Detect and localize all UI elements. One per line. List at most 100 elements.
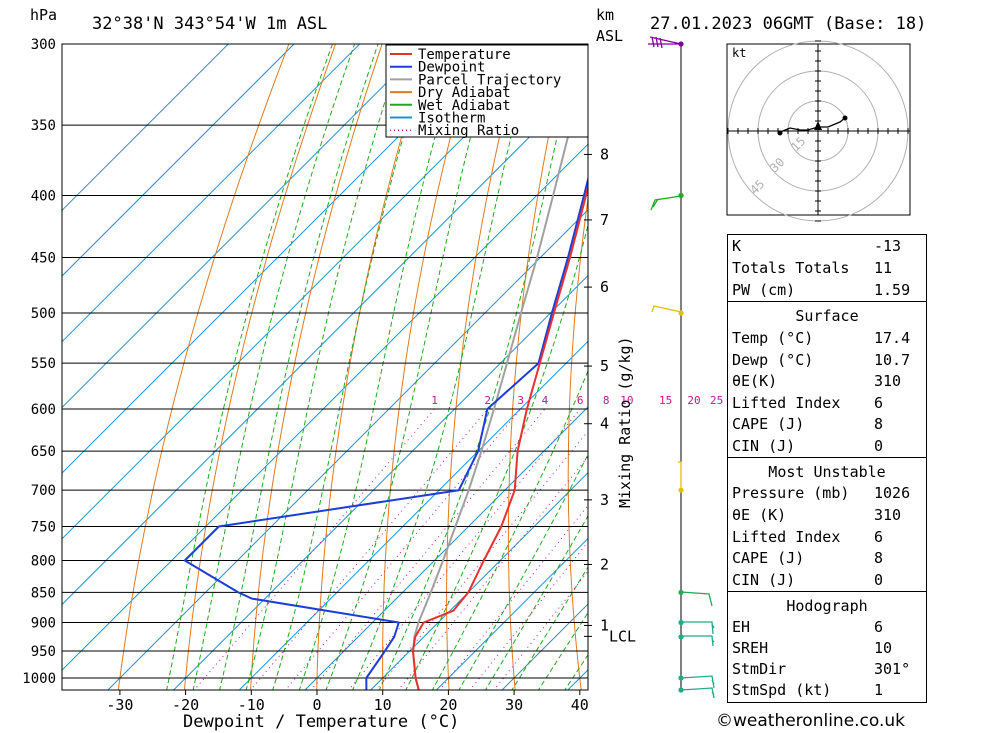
pressure-tick-label: 450 (31, 251, 56, 267)
wind-level-dot (678, 192, 684, 199)
hodo-row-sreh: SREH 10 (732, 639, 893, 657)
wind-barb (680, 675, 715, 689)
wind-profile (648, 36, 715, 699)
mixing-ratio-line (493, 570, 588, 690)
legend-label: Parcel Trajectory (418, 72, 561, 88)
mu-row-cin: CIN (J) 0 (732, 571, 884, 589)
mixing-ratio-line (249, 408, 489, 690)
mu-row-li: Lifted Index 6 (732, 528, 884, 546)
wet-adiabat (405, 223, 588, 690)
mixing-ratio-label: 10 (620, 394, 633, 407)
pressure-tick-label: 900 (31, 616, 56, 632)
storm-motion-marker (814, 121, 822, 130)
profile-lines (183, 77, 588, 690)
hodograph-stats-title: Hodograph (786, 597, 868, 615)
x-tick-label: 0 (312, 696, 321, 714)
dry-adiabat (940, 8, 1000, 699)
wind-level-dot (678, 41, 684, 47)
hodograph-trace (777, 117, 846, 134)
wet-adiabat (537, 611, 588, 690)
wind-barb (681, 635, 715, 647)
legend-label: Wet Adiabat (418, 98, 511, 114)
mixing-ratio-label: 2 (484, 394, 491, 407)
mixing-ratio-line (439, 504, 588, 690)
pressure-tick-label: 500 (31, 306, 56, 322)
index-row-k: K -13 (732, 237, 902, 255)
km-tick-label: 3 (600, 491, 609, 509)
mixing-ratio-label: 4 (542, 394, 549, 407)
legend-label: Temperature (418, 47, 511, 63)
mixing-ratio-label: 25 (710, 394, 723, 407)
surface-row-thetae: θE(K) 310 (732, 372, 902, 390)
axes: 3003504004505005506006507007508008509009… (22, 37, 636, 714)
legend-label: Dry Adiabat (418, 85, 511, 101)
mixing-ratio-line (193, 408, 435, 690)
mixing-ratio-label: 6 (577, 394, 584, 407)
mixing-ratio-label: 1 (431, 394, 438, 407)
credit-link[interactable]: ©weatheronline.co.uk (716, 711, 906, 731)
km-tick-label: 8 (600, 145, 609, 163)
isotherm (304, 406, 588, 690)
most-unstable-panel: Most Unstable Pressure (mb) 1026 θE (K) 31… (727, 457, 927, 592)
wind-barb (651, 305, 682, 313)
hodo-row-eh: EH 6 (732, 618, 884, 636)
dry-adiabat (446, 44, 523, 690)
mixing-ratio-label: 8 (603, 394, 610, 407)
isotherm (62, 44, 230, 212)
hodograph-stats-panel: Hodograph EH 6 SREH 10 StmDir 301° StmSpd (… (727, 591, 927, 703)
x-tick-label: 10 (374, 696, 392, 714)
hodo-row-stmdir: StmDir 301° (732, 660, 911, 678)
km-tick-label: 6 (600, 278, 609, 296)
pressure-tick-label: 750 (31, 520, 56, 536)
hodograph-unit: kt (732, 46, 746, 60)
x-tick-label: -30 (106, 696, 133, 714)
x-tick-label: -10 (238, 696, 265, 714)
wind-barb (680, 687, 715, 699)
wet-adiabat (325, 44, 496, 690)
mixing-ratio-line (348, 408, 581, 690)
asl-unit-label: ASL (596, 27, 623, 45)
hodo-row-stmspd: StmSpd (kt) 1 (732, 681, 884, 699)
wet-adiabat (458, 453, 588, 690)
pressure-tick-label: 600 (31, 402, 56, 418)
wet-adiabat (192, 44, 356, 690)
mu-row-cape: CAPE (J) 8 (732, 549, 884, 567)
isotherm (369, 471, 588, 690)
mixing-ratio-axis-title: Mixing Ratio (g/kg) (616, 336, 634, 508)
wet-adiabat (352, 44, 535, 690)
wet-adiabat (219, 44, 379, 690)
wind-level-dot (678, 687, 684, 693)
surface-title: Surface (795, 307, 859, 325)
pressure-gridlines (62, 43, 588, 679)
wet-adiabat (166, 44, 334, 690)
pressure-tick-label: 1000 (22, 671, 56, 687)
isotherm (62, 143, 588, 671)
wet-adiabat (245, 44, 404, 690)
wind-level-dot (678, 487, 684, 493)
mu-row-pressure: Pressure (mb) 1026 (732, 484, 911, 502)
pressure-tick-label: 300 (31, 37, 56, 53)
series-dewpoint (183, 175, 588, 690)
location-title: 32°38'N 343°54'W 1m ASL (92, 14, 327, 34)
wind-level-dot (678, 675, 684, 681)
x-tick-label: -20 (172, 696, 199, 714)
mu-row-thetae: θE (K) 310 (732, 506, 902, 524)
wind-barb (680, 591, 713, 607)
wind-level-dot (678, 634, 684, 640)
plot-frame (61, 43, 589, 691)
dry-adiabat (682, 8, 715, 699)
surface-row-cape: CAPE (J) 8 (732, 415, 884, 433)
dry-adiabat (567, 194, 588, 690)
datetime-title: 27.01.2023 06GMT (Base: 18) (650, 14, 926, 34)
wind-barb (648, 36, 682, 49)
mixing-ratio-labels: 1 2 3 4 6 8 10 15 20 25 (431, 394, 723, 407)
wet-adiabat (431, 369, 588, 690)
hpa-unit-label: hPa (30, 6, 57, 24)
isotherm (62, 44, 295, 277)
dry-adiabat (250, 44, 383, 690)
x-axis-title: Dewpoint / Temperature (°C) (183, 712, 459, 732)
isotherm (62, 44, 361, 343)
km-tick-label: 1 (600, 616, 609, 634)
legend-box (385, 44, 589, 138)
